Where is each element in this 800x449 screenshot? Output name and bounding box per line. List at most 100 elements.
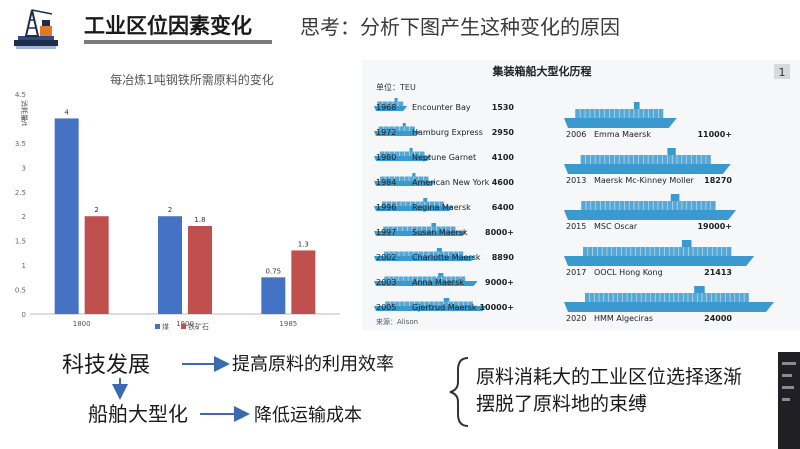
ship-name: Emma Maersk xyxy=(594,130,651,139)
bar-iron-ore-1900 xyxy=(188,226,212,314)
y-tick-label: 0 xyxy=(22,311,26,319)
ship-bridge xyxy=(431,223,437,227)
flow-lower-transport-cost: 降低运输成本 xyxy=(254,405,362,426)
ship-name: Neptune Garnet xyxy=(412,153,476,162)
flow-tech-development: 科技发展 xyxy=(62,353,151,378)
y-tick-label: 4 xyxy=(22,115,27,123)
video-thumbnail xyxy=(778,352,800,449)
ship-hull xyxy=(374,131,421,136)
ship-containers xyxy=(580,155,711,164)
ship-name: Susan Maersk xyxy=(412,228,468,237)
ships-right-column: 2006 Emma Maersk 11000+ 2013 Maersk Mc-Kinne… xyxy=(564,102,774,323)
bar-coal-1900 xyxy=(158,216,182,314)
ship-bridge xyxy=(443,298,450,302)
ship-containers xyxy=(381,201,444,206)
ship-name: Maersk Mc-Kinney Moller xyxy=(594,176,695,185)
title-underline xyxy=(84,40,272,44)
y-tick-label: 3 xyxy=(22,164,26,172)
y-tick-label: 4.5 xyxy=(15,91,26,99)
ship-name: American New York xyxy=(412,178,490,187)
container-ship-evolution: 集装箱船大型化历程 1 单位：TEU 1968 Encounter Bay 1530… xyxy=(362,60,800,330)
ship-bridge xyxy=(633,102,640,109)
flow-arrows xyxy=(112,356,469,427)
ship-year: 2003 xyxy=(376,278,396,287)
y-tick-label: 2 xyxy=(22,213,26,221)
ship-teu: 4100 xyxy=(492,153,515,162)
flow-raise-efficiency: 提高原料的利用效率 xyxy=(232,354,394,375)
ship-containers xyxy=(377,101,404,106)
bar-data-label: 2 xyxy=(94,206,98,214)
ship-row-1972: 1972 Hamburg Express 2950 xyxy=(374,123,514,137)
ship-row-2002: 2002 Charlotte Maersk 8890 xyxy=(374,248,514,262)
ship-name: OOCL Hong Kong xyxy=(594,268,663,277)
ship-row-1980: 1980 Neptune Garnet 4100 xyxy=(374,148,514,162)
chart-y-axis: 0 0.5 1 1.5 2 2.5 3 3.5 4 4.5 xyxy=(15,91,340,319)
ships-left-column: 1968 Encounter Bay 1530 1972 Hamburg Express… xyxy=(374,98,514,312)
ship-bridge xyxy=(670,194,680,201)
chart-bars: 4 2 2 1.8 0.75 1.3 xyxy=(54,108,316,314)
ship-hull xyxy=(564,164,731,174)
flow-ship-enlargement: 船舶大型化 xyxy=(88,402,188,426)
ship-teu: 24000 xyxy=(704,314,732,323)
ship-name: Regina Maersk xyxy=(412,203,471,212)
ship-teu: 8000+ xyxy=(485,228,514,237)
oil-rig-logo-icon xyxy=(14,9,58,49)
ship-bridge xyxy=(402,123,406,127)
bar-iron-ore-1985 xyxy=(291,250,316,314)
flow-conclusion: 原料消耗大的工业区位选择逐渐摆脱了原料地的束缚 xyxy=(476,366,743,415)
container-unit: 单位：TEU xyxy=(376,82,416,92)
ship-year: 2002 xyxy=(376,253,396,262)
slide-title: 工业区位因素变化 xyxy=(84,14,252,38)
ship-teu: 1530 xyxy=(492,103,515,112)
bar-coal-1985 xyxy=(261,277,286,314)
ship-teu: 18270 xyxy=(704,176,732,185)
ship-row-2017: 2017 OOCL Hong Kong 21413 xyxy=(564,240,755,277)
ship-bridge xyxy=(412,173,416,177)
conclusion-brace xyxy=(449,357,469,427)
chart-ylabel: 消耗量/t xyxy=(20,100,29,126)
ship-hull xyxy=(564,118,677,128)
ship-name: Charlotte Maersk xyxy=(412,253,481,262)
ship-teu: 19000+ xyxy=(697,222,732,231)
container-title: 集装箱船大型化历程 xyxy=(492,64,592,78)
ship-row-2013: 2013 Maersk Mc-Kinney Moller 18270 xyxy=(564,148,732,185)
ship-year: 1996 xyxy=(376,203,396,212)
ship-teu: 9000+ xyxy=(485,278,514,287)
ship-bridge xyxy=(667,148,676,155)
ship-year: 1997 xyxy=(376,228,396,237)
ship-year: 2020 xyxy=(566,314,586,323)
ship-bridge xyxy=(394,98,398,102)
bar-data-label: 0.75 xyxy=(266,267,282,275)
page-badge: 1 xyxy=(779,66,786,79)
y-tick-label: 1.5 xyxy=(15,238,26,246)
ship-hull xyxy=(374,181,436,186)
ship-name: Hamburg Express xyxy=(412,128,483,137)
ship-year: 2006 xyxy=(566,130,586,139)
x-tick-label: 1985 xyxy=(279,320,297,328)
ship-hull xyxy=(374,256,476,261)
ship-teu: 11000+ xyxy=(697,130,732,139)
ship-name: HMM Algeciras xyxy=(594,314,653,323)
ship-year: 2015 xyxy=(566,222,586,231)
legend-label: 铁矿石 xyxy=(188,322,209,331)
ship-hull xyxy=(374,231,467,236)
bar-data-label: 1.8 xyxy=(194,216,205,224)
legend-swatch xyxy=(181,324,186,329)
ship-teu: 2950 xyxy=(492,128,515,137)
ship-name: Encounter Bay xyxy=(412,103,471,112)
chart-legend: 煤 铁矿石 xyxy=(155,322,209,331)
legend-label: 煤 xyxy=(162,322,169,331)
ship-row-2006: 2006 Emma Maersk 11000+ xyxy=(564,102,732,139)
ship-row-1996: 1996 Regina Maersk 6400 xyxy=(374,198,514,212)
ship-containers xyxy=(583,247,732,256)
ship-row-1968: 1968 Encounter Bay 1530 xyxy=(374,98,514,112)
ship-year: 1984 xyxy=(376,178,396,187)
ship-name: MSC Oscar xyxy=(594,222,638,231)
ship-row-1997: 1997 Susan Maersk 8000+ xyxy=(374,223,514,237)
bar-data-label: 4 xyxy=(64,108,69,116)
ship-bridge xyxy=(681,240,692,247)
ship-containers xyxy=(383,226,456,231)
ship-containers xyxy=(378,126,415,131)
ship-bridge xyxy=(436,248,442,252)
slide-question: 思考：分析下图产生这种变化的原因 xyxy=(300,15,620,39)
